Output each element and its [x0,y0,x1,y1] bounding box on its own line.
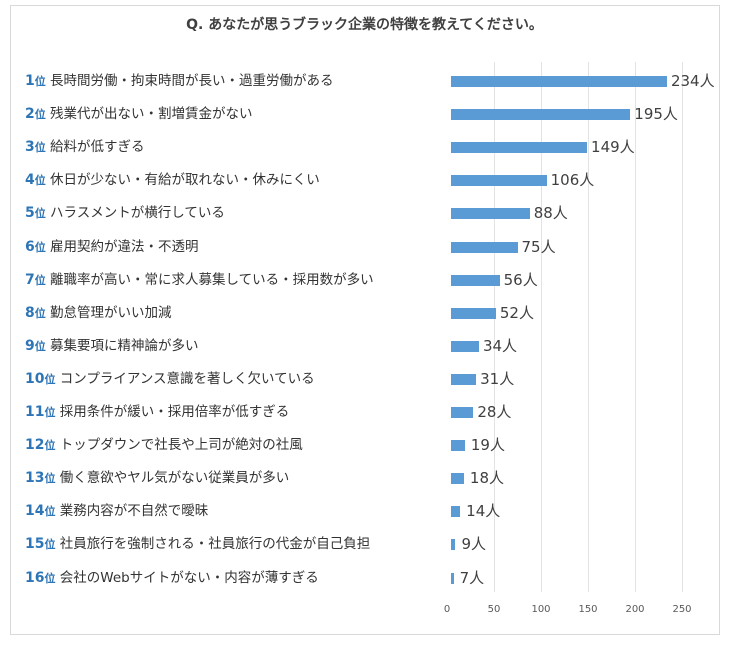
category-label: 7位 離職率が高い・常に求人募集している・採用数が多い [25,271,374,288]
category-label: 15位 社員旅行を強制される・社員旅行の代金が自己負担 [25,536,371,553]
gridline [588,62,589,592]
category-label: 8位 勤怠管理がいい加減 [25,304,172,321]
bar [451,506,461,518]
data-label: 106人 [550,171,595,190]
rank-label: 7位 [25,271,46,288]
rank-label: 12位 [25,437,56,454]
data-label: 18人 [469,469,504,488]
rank-label: 5位 [25,205,46,222]
category-label: 9位 募集要項に精神論が多い [25,337,199,354]
rank-label: 14位 [25,503,56,520]
gridline [494,62,495,592]
category-label: 1位 長時間労働・拘束時間が長い・過重労働がある [25,73,334,89]
data-label: 56人 [503,270,538,289]
bar [451,572,454,584]
rank-label: 2位 [25,106,46,123]
bar [451,373,477,385]
category-label: 2位 残業代が出ない・割増賃金がない [25,106,253,123]
rank-label: 15位 [25,536,56,553]
rank-label: 9位 [25,337,46,354]
data-label: 9人 [461,535,486,554]
category-label: 6位 雇用契約が違法・不透明 [25,238,199,255]
data-label: 19人 [470,436,505,455]
bar [451,142,588,154]
data-label: 28人 [477,403,512,421]
category-label: 16位 会社のWebサイトがない・内容が薄すぎる [25,569,319,586]
category-label: 4位 休日が少ない・有給が取れない・休みにくい [25,172,320,189]
x-tick-label: 0 [443,604,451,615]
rank-label: 11位 [25,404,56,420]
x-tick-label: 150 [578,604,598,615]
data-label: 75人 [521,237,556,256]
bar [451,440,465,452]
bar [451,175,547,187]
rank-label: 3位 [25,139,46,156]
bar [451,208,530,220]
rank-label: 1位 [25,73,46,89]
bar [451,76,667,87]
data-label: 149人 [591,138,635,157]
category-label: 3位 給料が低すぎる [25,139,145,156]
bar [451,340,479,352]
bar [451,307,496,319]
bar [451,241,518,253]
rank-label: 13位 [25,470,56,487]
bar [451,109,631,121]
gridline [541,62,542,592]
data-label: 195人 [634,105,678,124]
category-label: 10位 コンプライアンス意識を著しく欠いている [25,370,315,387]
rank-label: 8位 [25,304,46,321]
category-label: 14位 業務内容が不自然で曖昧 [25,503,209,520]
bar [451,274,500,286]
category-label: 13位 働く意欲やヤル気がない従業員が多い [25,470,290,487]
gridline [682,62,683,592]
x-tick-label: 100 [531,604,551,615]
data-label: 88人 [533,204,568,223]
bar [451,407,474,418]
data-label: 34人 [482,336,518,355]
x-tick-label: 250 [672,604,692,615]
gridline [635,62,636,592]
data-label: 52人 [499,303,534,322]
chart-title: Q. あなたが思うブラック企業の特徴を教えてください。 [186,17,543,33]
x-tick-label: 200 [625,604,645,615]
category-label: 5位 ハラスメントが横行している [25,205,225,222]
data-label: 7人 [459,568,485,587]
rank-label: 6位 [25,238,46,255]
category-label: 11位 採用条件が緩い・採用倍率が低すぎる [25,404,290,420]
data-label: 14人 [466,502,501,521]
x-tick-label: 50 [487,604,501,615]
data-label: 31人 [480,369,515,388]
bar [451,539,456,551]
bar [451,473,464,485]
data-label: 234人 [670,72,715,90]
rank-label: 4位 [25,172,46,189]
rank-label: 16位 [25,569,56,586]
rank-label: 10位 [25,370,56,387]
category-label: 12位 トップダウンで社長や上司が絶対の社風 [25,437,303,454]
